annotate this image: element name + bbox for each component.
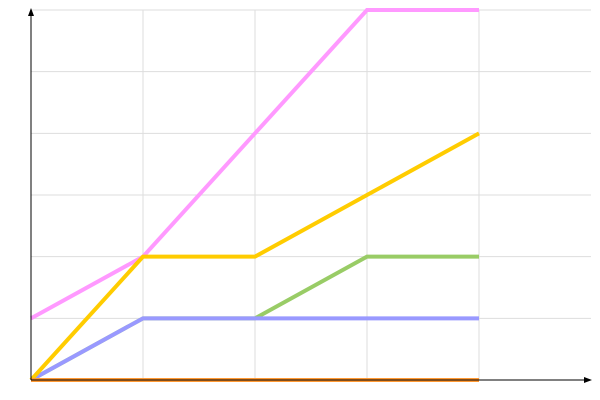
y-axis-arrow-icon (28, 8, 34, 16)
grid (31, 9, 591, 380)
x-axis-arrow-icon (584, 377, 592, 383)
axes (28, 8, 592, 383)
series-line-4 (29, 131, 480, 382)
series-line-3 (30, 8, 479, 321)
series-line-2 (30, 316, 479, 382)
